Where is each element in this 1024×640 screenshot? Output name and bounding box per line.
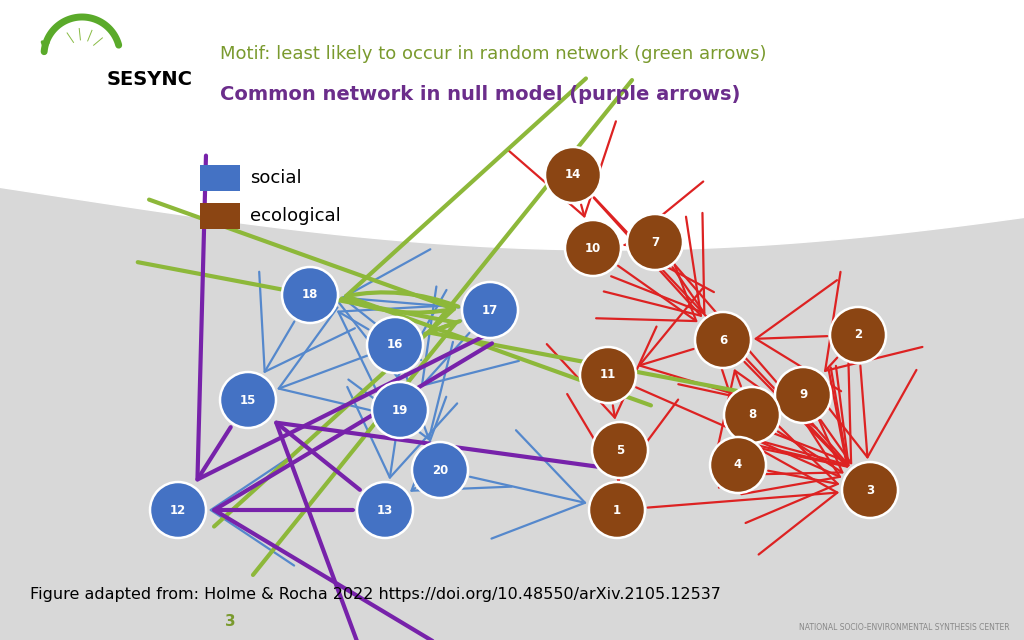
- Text: 7: 7: [651, 236, 659, 248]
- Circle shape: [627, 214, 683, 270]
- Circle shape: [462, 282, 518, 338]
- Circle shape: [282, 267, 338, 323]
- FancyArrowPatch shape: [758, 363, 851, 463]
- Circle shape: [710, 437, 766, 493]
- Circle shape: [545, 147, 601, 203]
- FancyArrowPatch shape: [338, 306, 438, 402]
- FancyArrowPatch shape: [675, 265, 849, 465]
- Text: SESYNC: SESYNC: [106, 70, 193, 89]
- FancyArrowPatch shape: [625, 182, 714, 292]
- Circle shape: [565, 220, 621, 276]
- FancyArrowPatch shape: [150, 200, 454, 527]
- FancyArrowPatch shape: [346, 79, 651, 405]
- FancyArrowPatch shape: [138, 262, 456, 575]
- FancyArrowPatch shape: [412, 397, 512, 491]
- Circle shape: [412, 442, 468, 498]
- FancyArrowPatch shape: [636, 387, 840, 494]
- FancyArrowPatch shape: [567, 394, 678, 481]
- FancyArrowPatch shape: [547, 326, 656, 418]
- Text: 20: 20: [432, 463, 449, 477]
- FancyArrowPatch shape: [429, 80, 748, 393]
- FancyArrowPatch shape: [509, 122, 615, 216]
- FancyArrowPatch shape: [714, 345, 821, 441]
- Circle shape: [580, 347, 636, 403]
- FancyArrowPatch shape: [422, 287, 519, 386]
- FancyArrowPatch shape: [611, 213, 705, 313]
- FancyArrowPatch shape: [594, 197, 848, 466]
- Text: NATIONAL SOCIO-ENVIRONMENTAL SYNTHESIS CENTER: NATIONAL SOCIO-ENVIRONMENTAL SYNTHESIS C…: [800, 623, 1010, 632]
- Text: 10: 10: [585, 241, 601, 255]
- Text: 15: 15: [240, 394, 256, 406]
- FancyArrowPatch shape: [594, 198, 701, 316]
- Text: 3: 3: [866, 483, 874, 497]
- FancyArrowPatch shape: [276, 422, 597, 640]
- FancyArrowPatch shape: [596, 228, 696, 321]
- Text: ecological: ecological: [250, 207, 341, 225]
- FancyArrowPatch shape: [336, 290, 446, 378]
- Circle shape: [589, 482, 645, 538]
- Circle shape: [150, 482, 206, 538]
- Text: 14: 14: [565, 168, 582, 182]
- FancyArrowPatch shape: [211, 454, 354, 566]
- FancyArrowPatch shape: [756, 280, 841, 391]
- FancyArrowPatch shape: [744, 362, 847, 467]
- Circle shape: [357, 482, 413, 538]
- FancyArrowPatch shape: [745, 414, 838, 523]
- Bar: [200, 165, 240, 191]
- FancyArrowPatch shape: [279, 307, 461, 412]
- Text: social: social: [250, 169, 302, 187]
- Circle shape: [592, 422, 648, 478]
- FancyArrowPatch shape: [198, 156, 487, 479]
- Text: 16: 16: [387, 339, 403, 351]
- FancyArrowPatch shape: [648, 444, 838, 554]
- Circle shape: [372, 382, 428, 438]
- Circle shape: [367, 317, 423, 373]
- Text: 6: 6: [719, 333, 727, 346]
- Circle shape: [830, 307, 886, 363]
- Text: 5: 5: [615, 444, 624, 456]
- FancyArrowPatch shape: [259, 272, 355, 372]
- FancyArrowPatch shape: [639, 288, 735, 394]
- FancyArrowPatch shape: [678, 384, 777, 488]
- Text: 3: 3: [224, 614, 236, 630]
- Text: 2: 2: [854, 328, 862, 342]
- Text: 13: 13: [377, 504, 393, 516]
- FancyArrowPatch shape: [825, 272, 923, 371]
- FancyArrowPatch shape: [347, 387, 457, 477]
- Text: Common network in null model (purple arrows): Common network in null model (purple arr…: [220, 85, 740, 104]
- FancyArrowPatch shape: [806, 365, 916, 458]
- Text: Motif: least likely to occur in random network (green arrows): Motif: least likely to occur in random n…: [220, 45, 767, 63]
- Circle shape: [695, 312, 751, 368]
- Circle shape: [724, 387, 780, 443]
- Text: 9: 9: [799, 388, 807, 401]
- Text: 18: 18: [302, 289, 318, 301]
- FancyArrowPatch shape: [713, 371, 817, 468]
- Bar: [200, 203, 240, 229]
- Text: 1: 1: [613, 504, 622, 516]
- Text: 19: 19: [392, 403, 409, 417]
- Circle shape: [775, 367, 831, 423]
- Circle shape: [842, 462, 898, 518]
- FancyArrowPatch shape: [214, 343, 492, 640]
- Text: 12: 12: [170, 504, 186, 516]
- Circle shape: [220, 372, 276, 428]
- Text: Figure adapted from: Holme & Rocha 2022 https://doi.org/10.48550/arXiv.2105.1253: Figure adapted from: Holme & Rocha 2022 …: [30, 588, 721, 602]
- Text: 4: 4: [734, 458, 742, 472]
- Text: 8: 8: [748, 408, 756, 422]
- FancyArrowPatch shape: [343, 249, 460, 360]
- Text: 17: 17: [482, 303, 498, 317]
- FancyArrowPatch shape: [470, 430, 585, 539]
- FancyArrowPatch shape: [348, 342, 453, 439]
- FancyArrowPatch shape: [742, 381, 843, 475]
- Text: 11: 11: [600, 369, 616, 381]
